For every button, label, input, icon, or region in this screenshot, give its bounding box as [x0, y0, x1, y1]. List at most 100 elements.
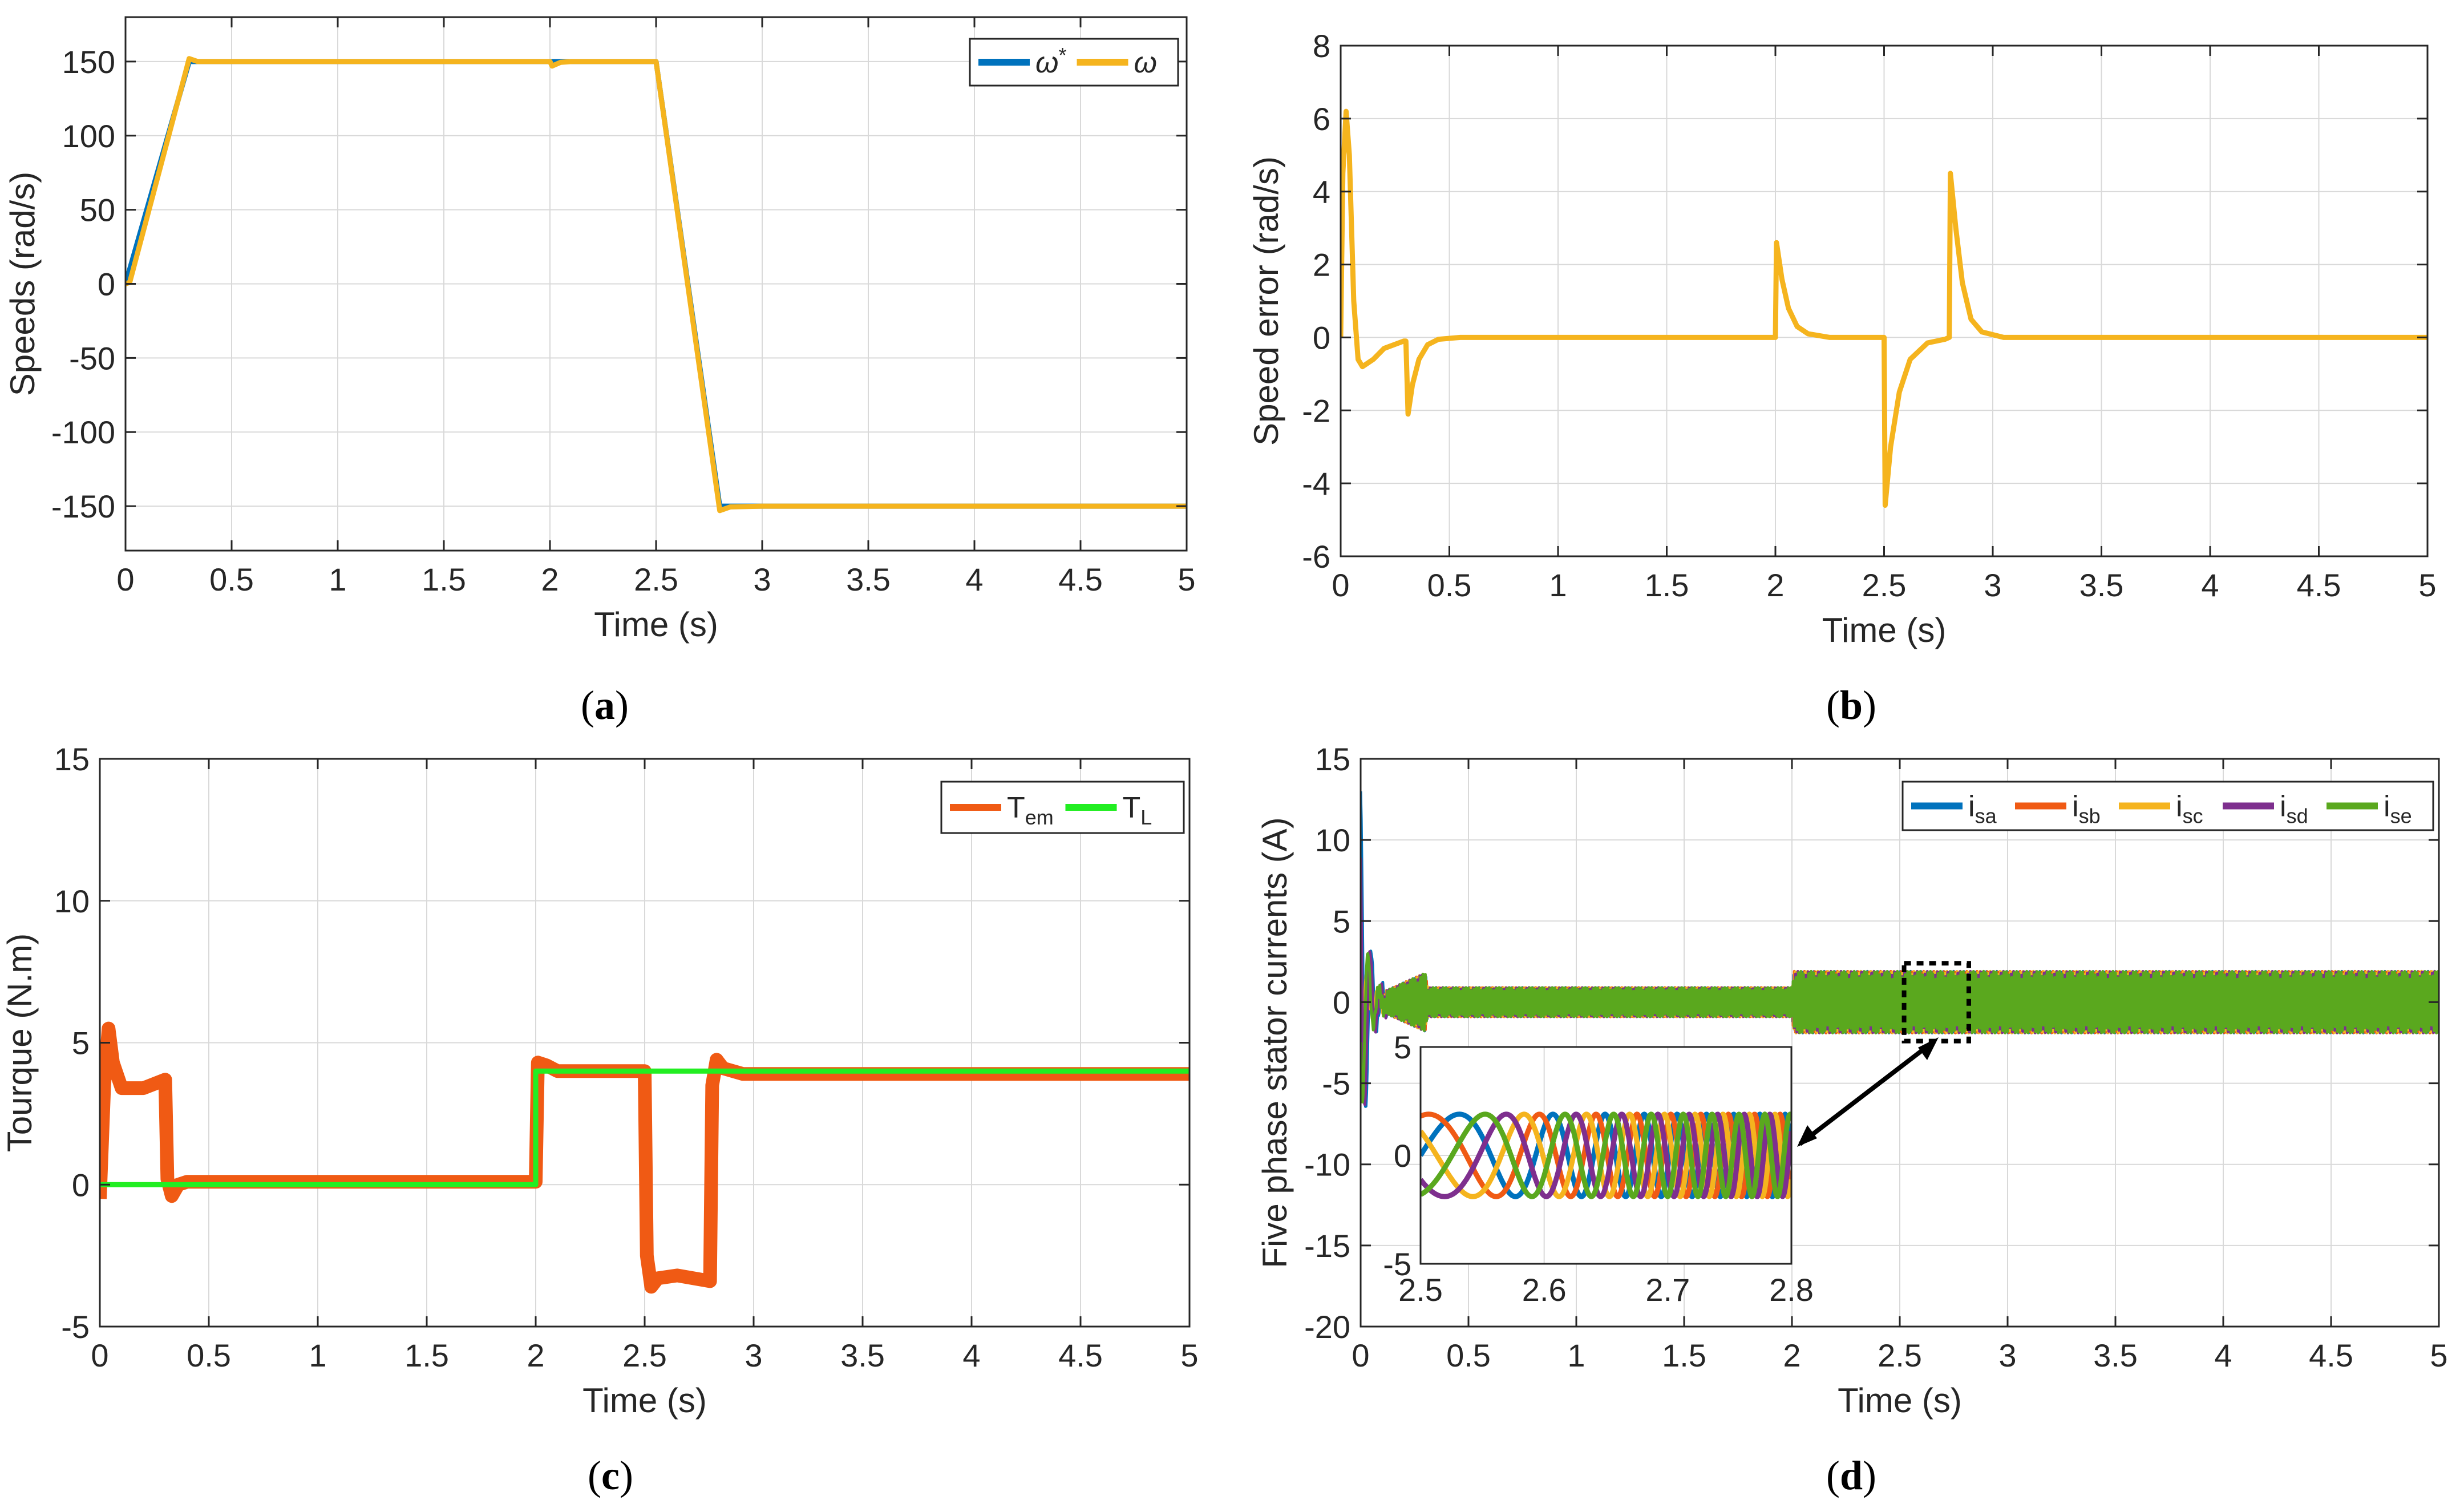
panel-letter: b: [1840, 682, 1863, 728]
x-tick-label: 5: [2430, 1337, 2447, 1373]
paren: ): [615, 682, 629, 728]
y-tick-label: 50: [80, 192, 115, 228]
x-axis-title: Time (s): [1838, 1381, 1962, 1420]
paren: ): [620, 1453, 633, 1498]
x-tick-label: 4: [2214, 1337, 2232, 1373]
legend-label-base: ω: [1035, 46, 1059, 79]
x-tick-label: 2.5: [1878, 1337, 1922, 1373]
x-tick-label: 3: [1998, 1337, 2016, 1373]
y-tick-label: -6: [1302, 539, 1330, 575]
x-tick-label: 3: [745, 1337, 762, 1373]
series-line-ω: [126, 56, 1187, 514]
plot-area-b: [1341, 108, 2427, 508]
series-line-Tem: [100, 1021, 1189, 1294]
legend-label-base: T: [1007, 791, 1025, 824]
x-tick-label: 2.5: [622, 1337, 667, 1373]
paren: ): [1863, 682, 1876, 728]
legend-label-subscript: L: [1140, 806, 1152, 829]
x-tick-label: 2.5: [634, 561, 678, 597]
series-line-ise: [1361, 952, 2439, 1104]
inset-y-tick-label: 5: [1394, 1029, 1411, 1065]
x-tick-label: 4: [2201, 567, 2219, 603]
y-tick-label: 15: [54, 741, 90, 777]
y-tick-label: 5: [1333, 903, 1350, 939]
x-tick-label: 0.5: [1427, 567, 1472, 603]
legend-label-base: T: [1123, 791, 1141, 824]
legend-label-ω: ω: [1134, 46, 1158, 79]
y-tick-label: -50: [69, 340, 115, 376]
x-tick-label: 3: [753, 561, 771, 597]
y-tick-label: 0: [72, 1167, 90, 1203]
y-tick-label: 8: [1313, 28, 1330, 64]
x-tick-label: 0: [91, 1337, 108, 1373]
x-tick-label: 5: [1180, 1337, 1198, 1373]
legend-label-base: i: [2280, 790, 2287, 823]
chart-b: 0 0.5 1 1.5 2 2.5 3 3.5 4 4.5 5 -6 -4 -2 0 2 4 6 8 Time (s)…: [1247, 28, 2437, 728]
chart-a: 0 0.5 1 1.5 2 2.5 3 3.5 4 4.5 5 -150 -100 -50 0 50 100 15…: [3, 16, 1196, 728]
y-axis-title: Five phase stator currents (A): [1256, 817, 1294, 1268]
x-tick-label: 5: [2418, 567, 2436, 603]
panel-label: (b): [1826, 682, 1876, 728]
x-tick-label: 1: [1549, 567, 1567, 603]
panel-label: (c): [588, 1453, 633, 1498]
x-tick-label: 3.5: [846, 561, 891, 597]
x-tick-label: 1: [329, 561, 346, 597]
y-tick-label: 0: [98, 266, 115, 302]
legend-label-base: ω: [1134, 46, 1158, 79]
x-tick-label: 4: [962, 1337, 980, 1373]
plot-area-c: [100, 1021, 1189, 1294]
panel-letter: a: [594, 682, 615, 728]
inset-x-tick-label: 2.7: [1645, 1272, 1690, 1308]
x-tick-label: 3: [1984, 567, 2001, 603]
plot-area-d: [1361, 791, 2439, 1108]
y-tick-label: 0: [1333, 984, 1350, 1020]
chart-d: 2.5 2.6 2.7 2.8 -5 0 5 0 0.5 1 1.5 2 2.5 3 3.5 4 4.5 5 -20…: [1256, 741, 2448, 1498]
y-tick-label: -5: [1322, 1066, 1350, 1102]
plot-area-a: [126, 56, 1187, 514]
y-tick-label: 100: [62, 118, 115, 154]
paren: (: [1826, 1453, 1840, 1498]
x-tick-label: 1.5: [422, 561, 466, 597]
x-tick-label: 2.5: [1862, 567, 1907, 603]
y-axis-title: Tourque (N.m): [1, 933, 39, 1152]
x-tick-label: 0.5: [187, 1337, 231, 1373]
x-tick-label: 1.5: [1662, 1337, 1706, 1373]
y-tick-label: 15: [1315, 741, 1350, 777]
x-tick-label: 0.5: [1446, 1337, 1491, 1373]
legend-label-ise: ise: [2384, 790, 2412, 828]
legend-label-subscript: em: [1025, 806, 1054, 829]
y-tick-label: -15: [1304, 1228, 1350, 1264]
paren: ): [1863, 1453, 1876, 1498]
paren: (: [1826, 682, 1840, 728]
x-axis-title: Time (s): [582, 1381, 707, 1420]
panel-label: (a): [581, 682, 629, 728]
x-tick-label: 2: [1766, 567, 1784, 603]
legend-box: [940, 781, 1185, 834]
y-tick-label: -20: [1304, 1309, 1350, 1345]
legend-label-ω*: ω*: [1035, 43, 1067, 79]
zoom-marker-box: [1901, 961, 1971, 1044]
inset-y-tick-label: 0: [1394, 1138, 1411, 1174]
x-tick-label: 2: [527, 1337, 544, 1373]
y-tick-label: -2: [1302, 393, 1330, 428]
y-tick-label: -5: [61, 1309, 90, 1345]
x-tick-label: 1.5: [1645, 567, 1689, 603]
series-line-error: [1341, 108, 2427, 508]
legend-label-isb: isb: [2072, 790, 2101, 828]
x-tick-label: 1: [1567, 1337, 1585, 1373]
y-tick-label: 0: [1313, 320, 1330, 355]
zoom-arrow-line: [1798, 1039, 1936, 1146]
x-tick-label: 0: [116, 561, 134, 597]
paren: (: [588, 1453, 601, 1498]
inset-plot-area: [1421, 1111, 1791, 1199]
y-tick-label: 6: [1313, 101, 1330, 137]
y-tick-label: 5: [72, 1025, 90, 1061]
y-axis-title: Speeds (rad/s): [3, 172, 42, 397]
y-tick-label: -150: [51, 488, 115, 524]
inset-x-tick-label: 2.8: [1769, 1272, 1814, 1308]
x-tick-label: 3.5: [2079, 567, 2124, 603]
legend-label-TL: TL: [1123, 791, 1152, 829]
x-tick-label: 4: [965, 561, 983, 597]
